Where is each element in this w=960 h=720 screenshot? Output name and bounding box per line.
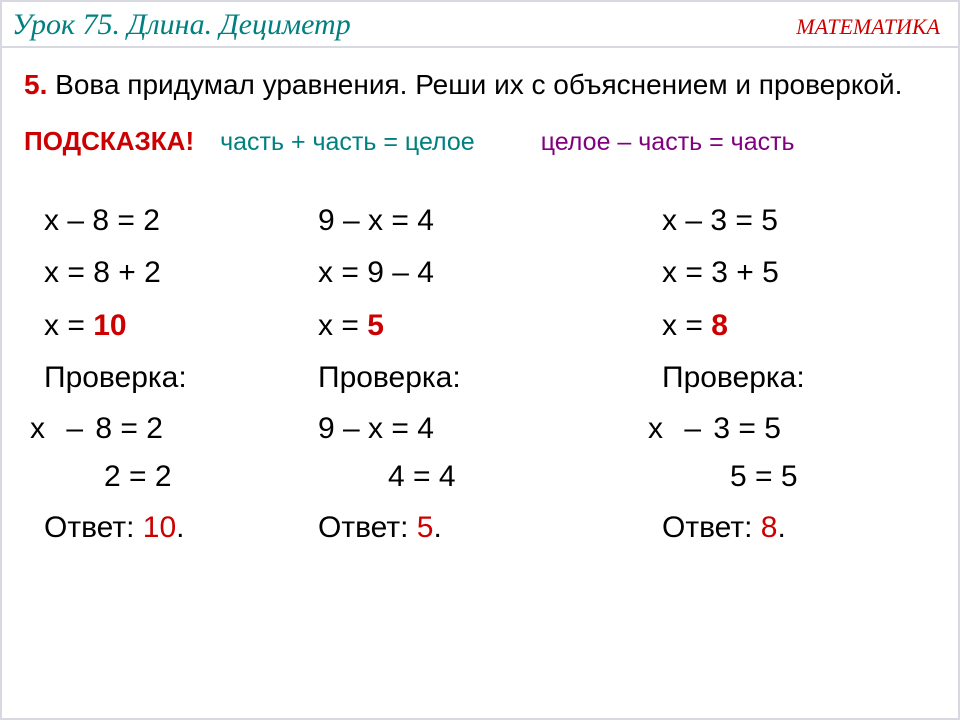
- hint-formula-2: целое – часть = часть: [541, 128, 795, 157]
- answer: Ответ: 5.: [318, 501, 582, 555]
- equation-2: х = 3 + 5: [662, 247, 926, 300]
- check-line-1: 9 – х = 4: [318, 405, 582, 453]
- check-label: Проверка:: [662, 352, 926, 405]
- check1-rest: 3 = 5: [713, 412, 781, 445]
- equation-1: х – 8 = 2: [44, 195, 308, 248]
- answer-value: 5: [417, 511, 434, 544]
- check1-rest: 8 = 2: [95, 412, 163, 445]
- answer-value: 10: [143, 511, 176, 544]
- content: 5. Вова придумал уравнения. Реши их с об…: [2, 48, 958, 555]
- eq3-prefix: х =: [662, 309, 711, 342]
- column-3: х – 3 = 5 х = 3 + 5 х = 8 Проверка: х – …: [582, 195, 926, 555]
- answer-label: Ответ:: [44, 511, 143, 544]
- subject-label: МАТЕМАТИКА: [796, 14, 940, 40]
- column-1: х – 8 = 2 х = 8 + 2 х = 10 Проверка: х –…: [34, 195, 308, 555]
- eq3-result: 8: [711, 309, 728, 342]
- check-line-1: х – 8 = 2: [30, 405, 308, 453]
- check-line-2: 5 = 5: [730, 453, 926, 501]
- check-line-1: х – 3 = 5: [648, 405, 926, 453]
- check1-op: –: [66, 412, 87, 445]
- task-description: Вова придумал уравнения. Реши их с объяс…: [55, 69, 902, 100]
- check-line-2: 2 = 2: [104, 453, 308, 501]
- hint-label: ПОДСКАЗКА!: [24, 126, 194, 157]
- eq3-result: 10: [93, 309, 126, 342]
- check1-var: х: [30, 405, 58, 453]
- eq3-prefix: х =: [318, 309, 367, 342]
- answer-value: 8: [761, 511, 778, 544]
- equation-1: х – 3 = 5: [662, 195, 926, 248]
- task-text: 5. Вова придумал уравнения. Реши их с об…: [24, 66, 936, 104]
- check-line-2: 4 = 4: [388, 453, 582, 501]
- hint-row: ПОДСКАЗКА! часть + часть = целое целое –…: [24, 126, 936, 157]
- check-label: Проверка:: [44, 352, 308, 405]
- equation-3: х = 8: [662, 300, 926, 353]
- check1-op: –: [684, 412, 705, 445]
- answer: Ответ: 8.: [662, 501, 926, 555]
- eq3-result: 5: [367, 309, 384, 342]
- answer-dot: .: [777, 511, 785, 544]
- answer: Ответ: 10.: [44, 501, 308, 555]
- equation-3: х = 5: [318, 300, 582, 353]
- hint-formula-1: часть + часть = целое: [220, 128, 475, 157]
- check-label: Проверка:: [318, 352, 582, 405]
- equation-2: х = 9 – 4: [318, 247, 582, 300]
- eq3-prefix: х =: [44, 309, 93, 342]
- check1-var: х: [648, 405, 676, 453]
- answer-dot: .: [433, 511, 441, 544]
- equation-2: х = 8 + 2: [44, 247, 308, 300]
- answer-label: Ответ:: [662, 511, 761, 544]
- equation-1: 9 – х = 4: [318, 195, 582, 248]
- equation-3: х = 10: [44, 300, 308, 353]
- task-number: 5.: [24, 69, 47, 100]
- column-2: 9 – х = 4 х = 9 – 4 х = 5 Проверка: 9 – …: [308, 195, 582, 555]
- answer-dot: .: [176, 511, 184, 544]
- equation-columns: х – 8 = 2 х = 8 + 2 х = 10 Проверка: х –…: [24, 195, 936, 555]
- header: Урок 75. Длина. Дециметр МАТЕМАТИКА: [2, 2, 958, 48]
- answer-label: Ответ:: [318, 511, 417, 544]
- lesson-title: Урок 75. Длина. Дециметр: [12, 8, 351, 42]
